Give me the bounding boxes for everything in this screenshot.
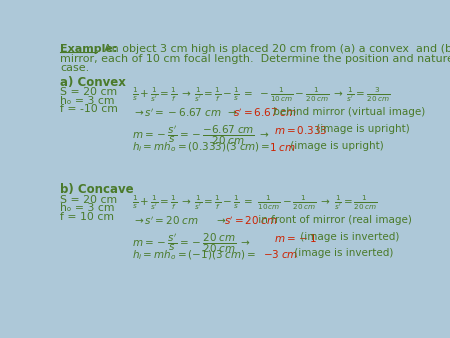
Text: $h_i=mh_o=(0.333)(3\;cm)=$: $h_i=mh_o=(0.333)(3\;cm)=$ xyxy=(132,141,271,154)
Text: $1\;cm$: $1\;cm$ xyxy=(270,141,296,153)
Text: (image is upright): (image is upright) xyxy=(287,141,384,151)
Text: $m=-\dfrac{s'}{s}=-\dfrac{-6.67\;cm}{20\;cm}$$\;\rightarrow\;$: $m=-\dfrac{s'}{s}=-\dfrac{-6.67\;cm}{20\… xyxy=(132,124,270,147)
Text: f = -10 cm: f = -10 cm xyxy=(60,104,118,115)
Text: f = 10 cm: f = 10 cm xyxy=(60,212,114,222)
Text: $\frac{1}{s}+\frac{1}{s'}=\frac{1}{f}$$\;\rightarrow\;\frac{1}{s'}=\frac{1}{f}-\: $\frac{1}{s}+\frac{1}{s'}=\frac{1}{f}$$\… xyxy=(132,193,378,212)
Text: $\rightarrow s'=20\;cm$$\;\;\;\;\;\;\rightarrow\;$: $\rightarrow s'=20\;cm$$\;\;\;\;\;\;\rig… xyxy=(132,215,227,227)
Text: $m=0.333$: $m=0.333$ xyxy=(274,124,328,136)
Text: (image is inverted): (image is inverted) xyxy=(291,248,393,259)
Text: An object 3 cm high is placed 20 cm from (a) a convex  and (b) a concave spheric: An object 3 cm high is placed 20 cm from… xyxy=(97,44,450,54)
Text: (image is inverted): (image is inverted) xyxy=(297,232,400,242)
Text: $s'=6.67\;cm$: $s'=6.67\;cm$ xyxy=(233,107,297,119)
Text: a) Convex: a) Convex xyxy=(60,76,126,89)
Text: $s'=20\;cm$: $s'=20\;cm$ xyxy=(224,215,278,227)
Text: $\frac{1}{s}+\frac{1}{s'}=\frac{1}{f}$$\;\rightarrow\;\frac{1}{s'}=\frac{1}{f}-\: $\frac{1}{s}+\frac{1}{s'}=\frac{1}{f}$$\… xyxy=(132,85,390,104)
Text: $m=-\dfrac{s'}{s}=-\dfrac{20\;cm}{20\;cm}$$\;\rightarrow\;$: $m=-\dfrac{s'}{s}=-\dfrac{20\;cm}{20\;cm… xyxy=(132,232,251,255)
Text: case.: case. xyxy=(60,63,90,73)
Text: mirror, each of 10 cm focal length.  Determine the position and nature of the im: mirror, each of 10 cm focal length. Dete… xyxy=(60,54,450,64)
Text: behind mirror (virtual image): behind mirror (virtual image) xyxy=(270,107,425,117)
Text: Example:: Example: xyxy=(60,44,117,54)
Text: $h_i=mh_o=(-1)(3\;cm)=$: $h_i=mh_o=(-1)(3\;cm)=$ xyxy=(132,248,256,262)
Text: $\rightarrow s'=-6.67\;cm$$\;\;\rightarrow\;$: $\rightarrow s'=-6.67\;cm$$\;\;\rightarr… xyxy=(132,107,238,119)
Text: S = 20 cm: S = 20 cm xyxy=(60,195,117,204)
Text: $m=-1$: $m=-1$ xyxy=(274,232,317,243)
Text: in front of mirror (real image): in front of mirror (real image) xyxy=(255,215,411,224)
Text: S = 20 cm: S = 20 cm xyxy=(60,87,117,97)
Text: hₒ = 3 cm: hₒ = 3 cm xyxy=(60,96,115,105)
Text: b) Concave: b) Concave xyxy=(60,183,134,196)
Text: (image is upright): (image is upright) xyxy=(313,124,410,134)
Text: $-3\;cm$: $-3\;cm$ xyxy=(263,248,298,261)
Text: hₒ = 3 cm: hₒ = 3 cm xyxy=(60,203,115,213)
